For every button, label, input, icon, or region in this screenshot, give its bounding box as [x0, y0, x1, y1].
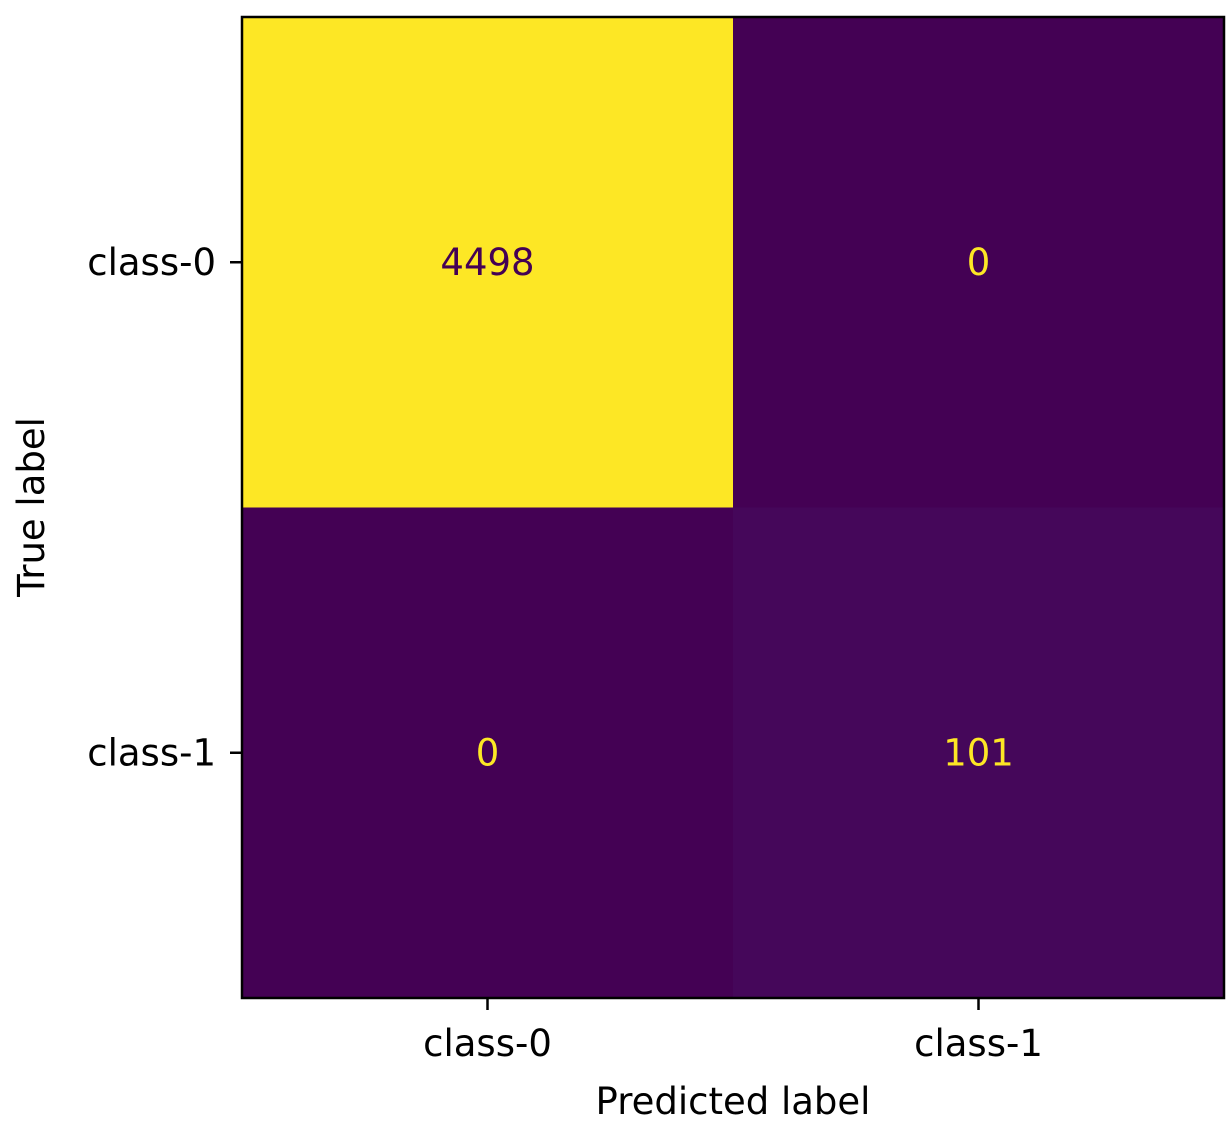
y-tick-label: class-1: [87, 731, 216, 774]
y-axis-ticks: class-0 class-1: [87, 241, 242, 774]
cell-value-label: 101: [943, 731, 1014, 774]
cell-value-label: 0: [967, 241, 991, 284]
heatmap-cell-class-0-class-1: [733, 17, 1225, 508]
plot-frame: [240, 15, 1226, 1000]
y-axis-label: True label: [10, 417, 53, 598]
x-axis-label: Predicted label: [596, 1080, 871, 1123]
y-tick-label: class-0: [87, 241, 216, 284]
heatmap-cell-class-1-class-1: [733, 507, 1225, 999]
x-axis-ticks: class-0 class-1: [423, 998, 1043, 1065]
heatmap-cell-class-0-class-0: [242, 17, 734, 508]
heatmap-cell-labels: 4498 0 0 101: [440, 241, 1013, 775]
cell-value-label: 4498: [440, 241, 534, 284]
heatmap-cell-class-1-class-0: [242, 507, 734, 999]
x-tick-label: class-1: [914, 1022, 1043, 1065]
x-tick-label: class-0: [423, 1022, 552, 1065]
heatmap-cells: [242, 17, 1225, 999]
cell-value-label: 0: [476, 731, 500, 774]
